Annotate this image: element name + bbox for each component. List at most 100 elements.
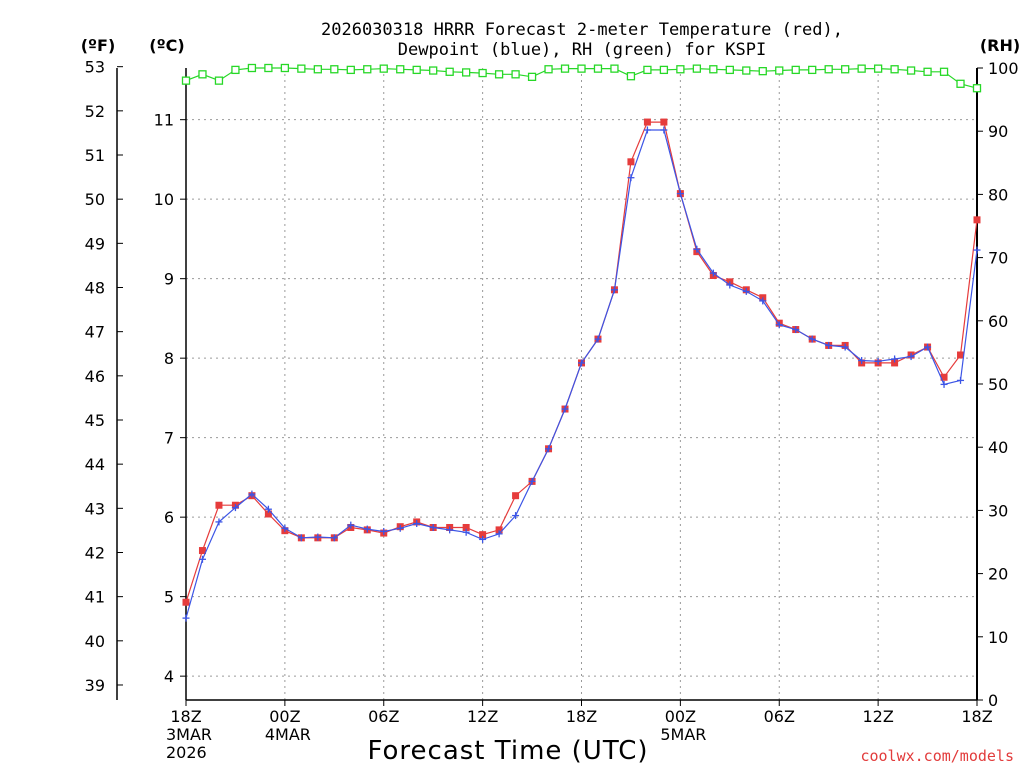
dewpoint-point-26 (610, 286, 618, 294)
x-tick-label-3-0: 12Z (467, 707, 498, 726)
celsius-tick-label-5: 9 (164, 270, 174, 289)
fahrenheit-tick-label-3: 42 (85, 543, 105, 562)
dewpoint-point-5 (264, 505, 272, 513)
rh-tick-label-9: 90 (988, 122, 1008, 141)
celsius-unit-label: (ºC) (149, 36, 184, 55)
temperature-point-18 (479, 531, 487, 539)
rh-unit-label: (RH) (980, 36, 1020, 55)
x-axis-label: Forecast Time (UTC) (367, 736, 648, 766)
rh-tick-label-0: 0 (988, 691, 998, 710)
fahrenheit-tick-label-11: 50 (85, 190, 105, 209)
temperature-point-29 (660, 118, 668, 126)
rh-point-44 (906, 66, 916, 75)
rh-point-10 (346, 65, 355, 75)
x-tick-label-5-0: 00Z (665, 707, 696, 726)
x-tick-label-0-2: 2026 (166, 743, 207, 762)
dewpoint-point-42 (874, 357, 882, 365)
fahrenheit-tick-label-9: 48 (85, 278, 105, 297)
temperature-point-0 (182, 598, 190, 606)
rh-point-13 (396, 65, 405, 74)
temperature-point-48 (973, 216, 981, 224)
dewpoint-point-22 (545, 445, 553, 453)
chart-title-line2: Dewpoint (blue), RH (green) for KSPI (398, 40, 766, 60)
grid-lines (186, 68, 977, 700)
rh-point-32 (709, 65, 718, 74)
temperature-point-5 (264, 510, 272, 518)
rh-point-43 (890, 65, 899, 74)
dewpoint-point-47 (957, 376, 965, 384)
credit-label: coolwx.com/models (860, 747, 1014, 765)
x-tick-label-2-0: 06Z (368, 707, 399, 726)
dewpoint-point-33 (726, 281, 734, 289)
x-tick-label-6-0: 06Z (764, 707, 795, 726)
rh-point-14 (412, 65, 421, 75)
dewpoint-point-48 (973, 246, 981, 254)
dewpoint-point-46 (940, 380, 948, 388)
rh-point-21 (527, 72, 537, 81)
temperature-point-28 (643, 118, 651, 126)
rh-point-19 (494, 70, 504, 79)
rh-point-46 (939, 67, 949, 76)
rh-tick-label-6: 60 (988, 312, 1008, 331)
rh-point-7 (297, 64, 306, 73)
celsius-tick-label-4: 8 (164, 349, 174, 368)
rh-point-6 (280, 63, 290, 73)
dewpoint-point-1 (198, 555, 206, 563)
rh-point-17 (461, 68, 471, 77)
dewpoint-point-31 (693, 245, 701, 253)
x-tick-label-0-1: 3MAR (166, 725, 212, 744)
rh-point-23 (560, 64, 570, 73)
fahrenheit-unit-label: (ºF) (81, 36, 116, 55)
rh-point-8 (313, 65, 322, 74)
dewpoint-point-2 (215, 518, 223, 526)
temperature-point-2 (215, 501, 223, 509)
x-tick-label-1-0: 00Z (269, 707, 300, 726)
dewpoint-point-34 (742, 287, 750, 295)
plot-frame (116, 68, 978, 701)
x-tick-label-4-0: 18Z (566, 707, 597, 726)
fahrenheit-tick-label-12: 51 (85, 146, 105, 165)
dewpoint-point-12 (380, 527, 388, 535)
dewpoint-point-32 (709, 269, 717, 277)
celsius-tick-label-3: 7 (164, 429, 174, 448)
dewpoint-point-25 (594, 335, 602, 343)
dewpoint-series (182, 126, 981, 622)
chart-title-line1: 2026030318 HRRR Forecast 2-meter Tempera… (321, 20, 843, 40)
rh-point-38 (808, 65, 817, 75)
rh-point-26 (610, 64, 619, 73)
rh-point-48 (972, 84, 982, 93)
rh-point-11 (363, 65, 372, 74)
dewpoint-point-3 (231, 504, 239, 512)
dewpoint-point-16 (446, 526, 454, 534)
rh-point-0 (181, 76, 191, 85)
fahrenheit-tick-label-4: 43 (85, 499, 105, 518)
rh-point-37 (791, 65, 800, 75)
rh-point-33 (725, 65, 734, 75)
dewpoint-point-37 (792, 326, 800, 334)
dewpoint-point-39 (825, 341, 833, 349)
rh-point-3 (231, 65, 240, 75)
rh-tick-label-7: 70 (988, 249, 1008, 268)
temperature-point-17 (462, 523, 470, 531)
celsius-tick-label-7: 11 (154, 111, 174, 130)
rh-point-40 (841, 65, 850, 74)
fahrenheit-tick-label-7: 46 (85, 367, 105, 386)
rh-point-35 (758, 67, 767, 76)
x-tick-label-1-1: 4MAR (265, 725, 311, 744)
rh-tick-label-3: 30 (988, 501, 1008, 520)
fahrenheit-tick-label-6: 45 (85, 411, 105, 430)
celsius-tick-label-1: 5 (164, 588, 174, 607)
dewpoint-point-28 (643, 126, 651, 134)
dewpoint-point-17 (462, 528, 470, 536)
dewpoint-point-27 (627, 174, 635, 182)
celsius-tick-label-6: 10 (154, 190, 174, 209)
temperature-point-43 (891, 359, 899, 367)
dewpoint-point-29 (660, 126, 668, 134)
fahrenheit-tick-label-0: 39 (85, 676, 105, 695)
rh-point-47 (956, 79, 965, 88)
rh-point-5 (264, 63, 273, 73)
dewpoint-point-38 (808, 335, 816, 343)
rh-point-1 (198, 70, 207, 79)
dewpoint-point-15 (429, 523, 437, 531)
